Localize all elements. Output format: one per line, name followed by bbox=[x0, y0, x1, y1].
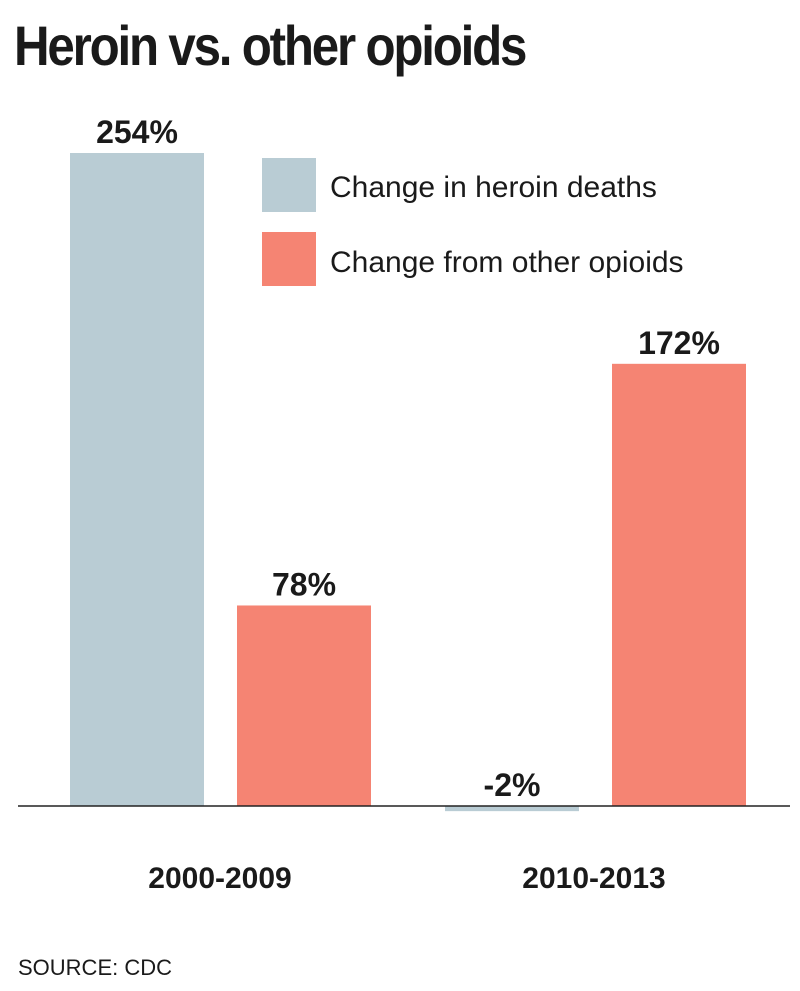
legend-swatch-other-opioids bbox=[262, 232, 316, 286]
data-label-change-from-other-opioids-2000-2009: 78% bbox=[272, 566, 336, 602]
category-label-2010-2013: 2010-2013 bbox=[522, 862, 665, 895]
legend-swatch-heroin bbox=[262, 158, 316, 212]
data-label-change-in-heroin-deaths-2010-2013: -2% bbox=[484, 767, 541, 803]
legend-label-other-opioids: Change from other opioids bbox=[330, 246, 684, 279]
data-label-change-in-heroin-deaths-2000-2009: 254% bbox=[96, 114, 178, 150]
chart-title: Heroin vs. other opioids bbox=[14, 14, 527, 77]
category-labels: 2000-2009 2010-2013 bbox=[148, 862, 665, 895]
category-label-2000-2009: 2000-2009 bbox=[148, 862, 291, 895]
legend: Change in heroin deaths Change from othe… bbox=[262, 158, 684, 286]
bar-change-from-other-opioids-2010-2013 bbox=[612, 363, 746, 806]
bar-change-in-heroin-deaths-2000-2009 bbox=[70, 153, 204, 806]
data-label-change-from-other-opioids-2010-2013: 172% bbox=[638, 325, 720, 361]
source-note: SOURCE: CDC bbox=[18, 955, 173, 980]
bars-group: 254% -2% 78% 172% bbox=[70, 114, 746, 812]
bar-change-in-heroin-deaths-2010-2013 bbox=[445, 806, 579, 812]
legend-label-heroin: Change in heroin deaths bbox=[330, 171, 657, 204]
bar-change-from-other-opioids-2000-2009 bbox=[237, 605, 371, 806]
